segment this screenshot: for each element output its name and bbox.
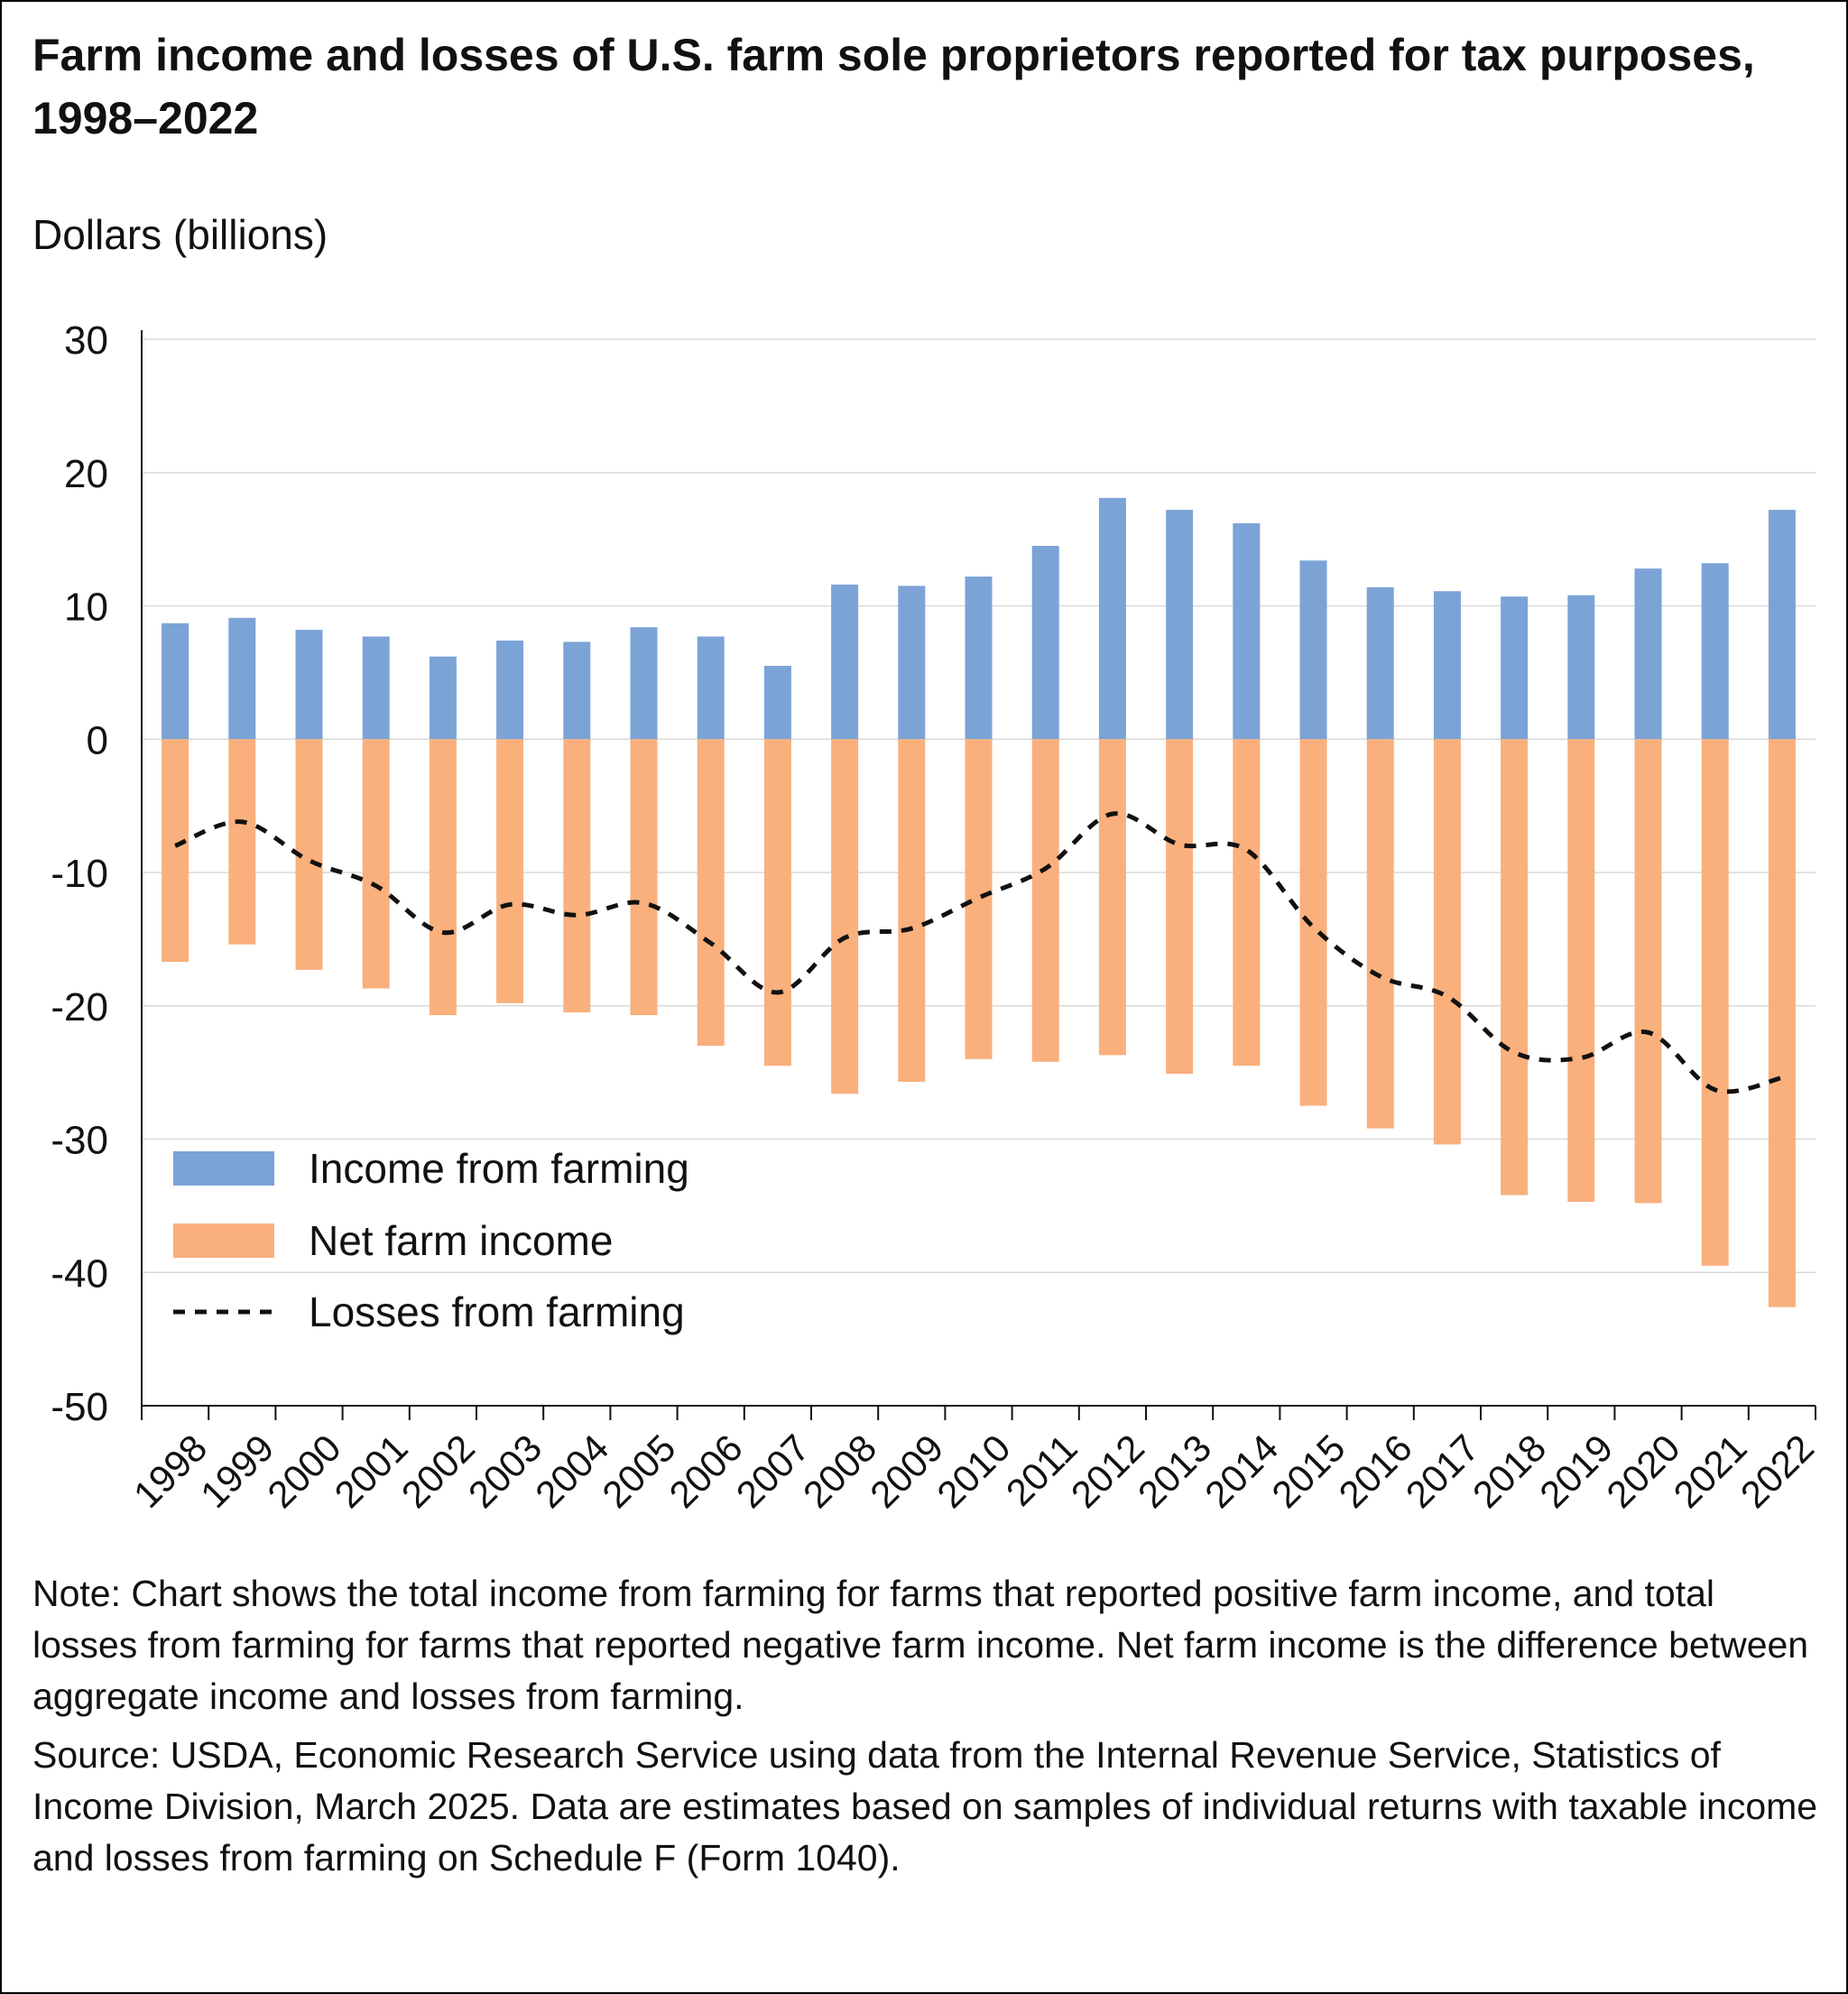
- income-bar-2007: [763, 665, 791, 740]
- net-income-bar-2012: [1098, 739, 1126, 1056]
- y-tick-label: -30: [51, 1119, 108, 1163]
- income-bar-2021: [1701, 563, 1729, 740]
- net-income-bar-2021: [1701, 739, 1729, 1266]
- line-series: [174, 811, 1783, 1094]
- net-income-bar-2007: [763, 739, 791, 1066]
- income-bar-2003: [496, 640, 524, 740]
- income-bar-2014: [1233, 522, 1261, 740]
- net-income-bar-2002: [429, 739, 457, 1016]
- y-tick-label: 20: [64, 452, 108, 496]
- legend: Income from farming Net farm income Losses…: [173, 1145, 689, 1335]
- income-bar-2022: [1768, 510, 1796, 740]
- x-tick-label-2003: 2003: [460, 1426, 550, 1516]
- income-bar-2016: [1366, 586, 1394, 740]
- net-income-bar-2010: [965, 739, 993, 1059]
- x-tick-label-2009: 2009: [862, 1426, 951, 1516]
- x-tick-label-1999: 1999: [192, 1426, 282, 1516]
- income-bar-2015: [1299, 560, 1327, 740]
- income-bar-2004: [563, 642, 591, 740]
- income-bar-2006: [697, 636, 725, 740]
- axes: [141, 330, 1816, 1420]
- net-income-bar-2004: [563, 739, 591, 1013]
- x-tick-label-2015: 2015: [1263, 1426, 1353, 1516]
- x-tick-label-2005: 2005: [594, 1426, 683, 1516]
- x-tick-label-2018: 2018: [1465, 1426, 1554, 1516]
- legend-label-2: Losses from farming: [309, 1288, 685, 1335]
- chart-canvas: 3020100-10-20-30-40-50199819992000200120…: [51, 318, 1822, 1516]
- net-income-bar-1999: [228, 739, 256, 945]
- y-tick-label: -50: [51, 1385, 108, 1429]
- y-tick-label: 10: [64, 586, 108, 630]
- y-axis-label: Dollars (billions): [32, 211, 328, 258]
- net-income-bar-2001: [362, 739, 390, 989]
- x-tick-label-2014: 2014: [1197, 1426, 1286, 1516]
- net-income-bar-2022: [1768, 739, 1796, 1307]
- income-bar-2018: [1501, 596, 1529, 740]
- bar-series: [162, 497, 1796, 1307]
- x-tick-label-2007: 2007: [728, 1426, 818, 1516]
- net-income-bar-2013: [1166, 739, 1194, 1075]
- net-income-bar-2009: [898, 739, 926, 1082]
- income-bar-2010: [965, 576, 993, 740]
- x-tick-label-2019: 2019: [1531, 1426, 1621, 1516]
- x-tick-label-1998: 1998: [125, 1426, 215, 1516]
- legend-label-0: Income from farming: [309, 1145, 689, 1192]
- income-bar-1999: [228, 617, 256, 740]
- net-income-bar-2015: [1299, 739, 1327, 1106]
- net-income-bar-2016: [1366, 739, 1394, 1129]
- income-bar-2000: [295, 630, 323, 740]
- x-tick-label-2004: 2004: [527, 1426, 616, 1516]
- x-tick-label-2006: 2006: [661, 1426, 751, 1516]
- income-bar-2013: [1166, 510, 1194, 740]
- note-text: Note: Chart shows the total income from …: [32, 1573, 1809, 1717]
- net-income-bar-2018: [1501, 739, 1529, 1195]
- y-tick-label: 0: [87, 718, 108, 762]
- net-income-bar-1998: [162, 739, 189, 962]
- legend-swatch-0: [173, 1151, 274, 1186]
- net-income-bar-2017: [1433, 739, 1461, 1145]
- x-tick-label-2022: 2022: [1732, 1426, 1822, 1516]
- x-tick-label-2020: 2020: [1598, 1426, 1687, 1516]
- y-tick-label: -10: [51, 852, 108, 896]
- income-bar-2019: [1567, 595, 1595, 740]
- x-tick-label-2013: 2013: [1130, 1426, 1219, 1516]
- legend-swatch-1: [173, 1223, 274, 1258]
- income-bar-2012: [1098, 497, 1126, 740]
- income-bar-2008: [831, 584, 859, 740]
- income-bar-2005: [630, 627, 658, 740]
- net-income-bar-2008: [831, 739, 859, 1094]
- chart-notes: Note: Chart shows the total income from …: [32, 1568, 1819, 1891]
- income-bar-2009: [898, 586, 926, 740]
- y-tick-label: -20: [51, 985, 108, 1029]
- y-tick-label: 30: [64, 318, 108, 363]
- income-bar-2020: [1634, 568, 1662, 740]
- chart-title: Farm income and losses of U.S. farm sole…: [32, 30, 1755, 143]
- x-tick-label-2017: 2017: [1398, 1426, 1487, 1516]
- x-tick-label-2011: 2011: [998, 1426, 1086, 1514]
- x-tick-label-2010: 2010: [929, 1426, 1018, 1516]
- net-income-bar-2006: [697, 739, 725, 1047]
- x-tick-label-2021: 2021: [1666, 1426, 1755, 1516]
- income-bar-2011: [1031, 546, 1059, 740]
- x-tick-label-2008: 2008: [795, 1426, 884, 1516]
- legend-label-1: Net farm income: [309, 1217, 613, 1264]
- income-bar-2001: [362, 636, 390, 740]
- income-bar-2002: [429, 656, 457, 740]
- net-income-bar-2019: [1567, 739, 1595, 1202]
- net-income-bar-2014: [1233, 739, 1261, 1066]
- net-income-bar-2011: [1031, 739, 1059, 1062]
- net-income-bar-2003: [496, 739, 524, 1003]
- income-bar-1998: [162, 623, 189, 740]
- net-income-bar-2020: [1634, 739, 1662, 1204]
- net-income-bar-2005: [630, 739, 658, 1016]
- income-bar-2017: [1433, 591, 1461, 740]
- x-tick-label-2016: 2016: [1331, 1426, 1420, 1516]
- source-text: Source: USDA, Economic Research Service …: [32, 1734, 1818, 1879]
- x-tick-label-2012: 2012: [1063, 1426, 1152, 1516]
- x-tick-label-2001: 2001: [327, 1426, 416, 1516]
- x-tick-label-2002: 2002: [393, 1426, 483, 1516]
- y-tick-label: -40: [51, 1251, 108, 1296]
- x-tick-label-2000: 2000: [259, 1426, 348, 1516]
